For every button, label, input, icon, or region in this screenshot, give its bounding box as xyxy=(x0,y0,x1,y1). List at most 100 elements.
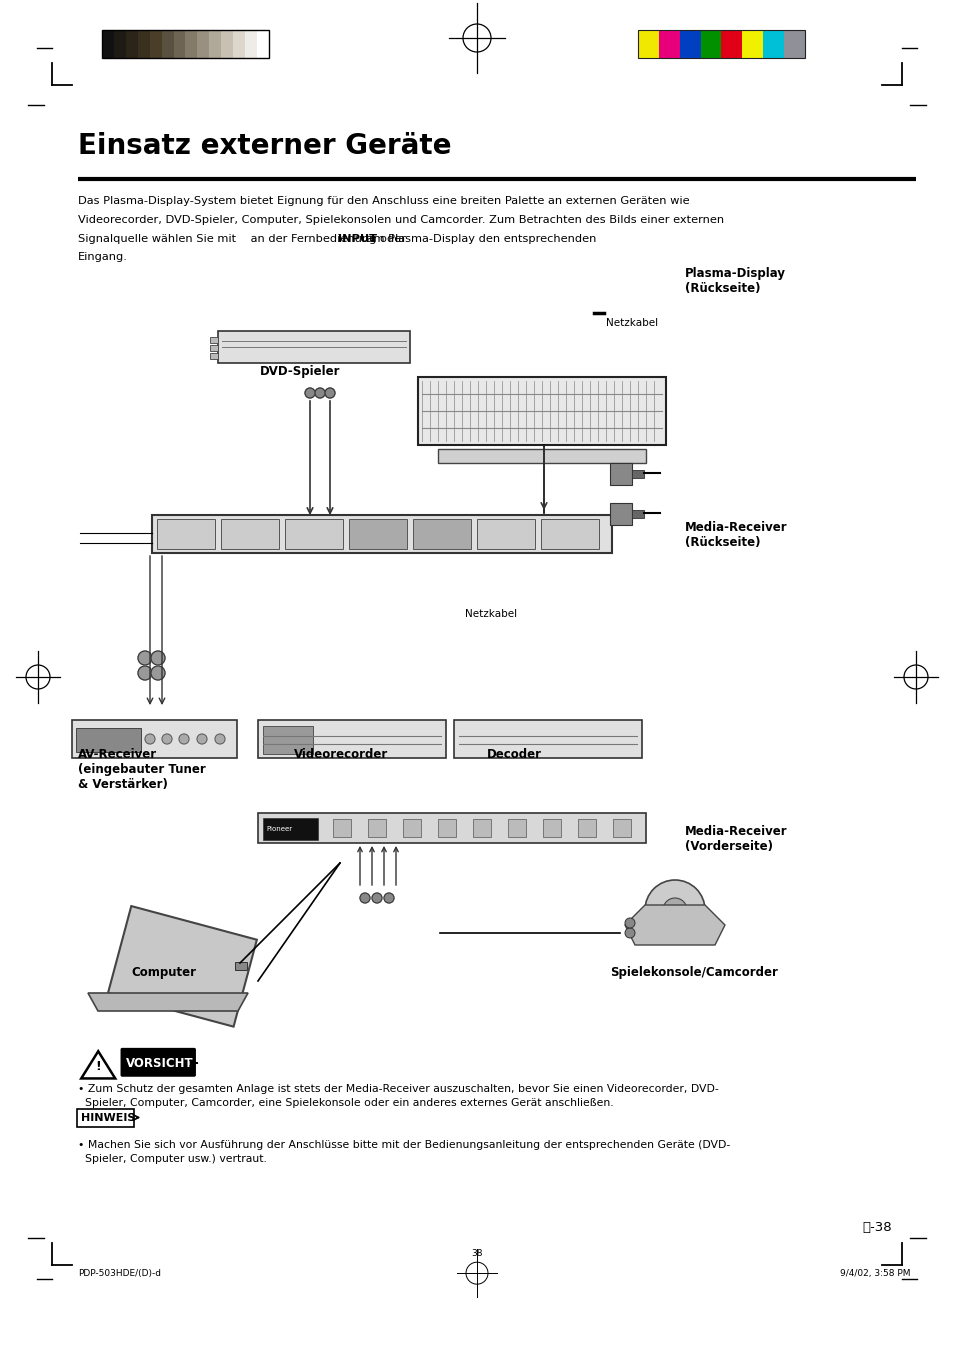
Bar xyxy=(152,515,612,553)
Text: Pioneer: Pioneer xyxy=(266,825,292,832)
Text: am Plasma-Display den entsprechenden: am Plasma-Display den entsprechenden xyxy=(362,234,596,244)
Text: Eingang.: Eingang. xyxy=(78,252,128,262)
Text: 9/4/02, 3:58 PM: 9/4/02, 3:58 PM xyxy=(839,1269,909,1277)
Bar xyxy=(402,819,420,838)
Text: 38: 38 xyxy=(471,1249,482,1258)
Text: • Zum Schutz der gesamten Anlage ist stets der Media-Receiver auszuschalten, bev: • Zum Schutz der gesamten Anlage ist ste… xyxy=(78,1084,719,1095)
Circle shape xyxy=(305,388,314,398)
Bar xyxy=(76,728,141,752)
Text: VORSICHT: VORSICHT xyxy=(126,1057,193,1070)
Text: Plasma-Display
(Rückseite): Plasma-Display (Rückseite) xyxy=(684,267,785,295)
Polygon shape xyxy=(81,1051,115,1078)
Text: AV-Receiver
(eingebauter Tuner
& Verstärker): AV-Receiver (eingebauter Tuner & Verstär… xyxy=(78,748,206,792)
Bar xyxy=(762,30,783,58)
Circle shape xyxy=(196,733,207,744)
Text: Decoder: Decoder xyxy=(486,748,541,762)
Text: !: ! xyxy=(95,1059,101,1073)
Text: Das Plasma-Display-System bietet Eignung für den Anschluss eine breiten Palette : Das Plasma-Display-System bietet Eignung… xyxy=(78,196,689,206)
Bar xyxy=(417,377,665,445)
Bar xyxy=(185,30,197,58)
Circle shape xyxy=(624,917,635,928)
Bar xyxy=(285,520,343,549)
Text: ⓓ-38: ⓓ-38 xyxy=(862,1220,892,1234)
Bar xyxy=(540,520,598,549)
FancyBboxPatch shape xyxy=(121,1049,195,1076)
Bar xyxy=(631,510,643,518)
Text: Media-Receiver
(Vorderseite): Media-Receiver (Vorderseite) xyxy=(684,825,787,854)
Text: Videorecorder, DVD-Spieler, Computer, Spielekonsolen und Camcorder. Zum Betracht: Videorecorder, DVD-Spieler, Computer, Sp… xyxy=(78,215,723,225)
Bar xyxy=(368,819,386,838)
Circle shape xyxy=(624,928,635,938)
Bar xyxy=(263,819,317,840)
Circle shape xyxy=(384,893,394,902)
Bar xyxy=(659,30,679,58)
Bar xyxy=(221,520,278,549)
Text: Netzkabel: Netzkabel xyxy=(464,609,517,618)
Bar xyxy=(613,819,630,838)
Bar xyxy=(609,463,631,484)
Bar xyxy=(210,353,218,359)
Bar xyxy=(233,30,245,58)
Bar xyxy=(157,520,214,549)
Bar xyxy=(102,30,269,58)
Bar xyxy=(507,819,525,838)
Text: Spieler, Computer usw.) vertraut.: Spieler, Computer usw.) vertraut. xyxy=(78,1154,267,1164)
Circle shape xyxy=(314,388,325,398)
Text: Videorecorder: Videorecorder xyxy=(294,748,388,762)
Text: • Machen Sie sich vor Ausführung der Anschlüsse bitte mit der Bedienungsanleitun: • Machen Sie sich vor Ausführung der Ans… xyxy=(78,1139,730,1150)
Text: Spielekonsole/Camcorder: Spielekonsole/Camcorder xyxy=(610,966,778,980)
Bar xyxy=(542,819,560,838)
Bar xyxy=(210,345,218,350)
Bar xyxy=(257,720,446,758)
Bar xyxy=(71,720,236,758)
Bar xyxy=(679,30,700,58)
Text: Netzkabel: Netzkabel xyxy=(605,318,658,327)
Bar xyxy=(210,337,218,344)
Text: Spieler, Computer, Camcorder, eine Spielekonsole oder ein anderes externes Gerät: Spieler, Computer, Camcorder, eine Spiel… xyxy=(78,1099,613,1108)
Bar xyxy=(454,720,641,758)
Bar xyxy=(437,819,456,838)
Text: Einsatz externer Geräte: Einsatz externer Geräte xyxy=(78,133,452,161)
Text: DVD-Spieler: DVD-Spieler xyxy=(259,365,339,379)
Circle shape xyxy=(151,651,165,666)
Bar xyxy=(700,30,721,58)
Circle shape xyxy=(372,893,381,902)
Bar xyxy=(413,520,471,549)
Text: Media-Receiver
(Rückseite): Media-Receiver (Rückseite) xyxy=(684,521,787,549)
Text: Computer: Computer xyxy=(132,966,196,980)
Polygon shape xyxy=(88,993,248,1011)
Bar xyxy=(349,520,407,549)
Circle shape xyxy=(359,893,370,902)
Circle shape xyxy=(214,733,225,744)
Bar xyxy=(221,30,233,58)
Bar xyxy=(578,819,596,838)
Bar xyxy=(126,30,138,58)
Circle shape xyxy=(145,733,154,744)
Bar xyxy=(218,331,410,363)
Bar xyxy=(609,503,631,525)
Bar xyxy=(263,727,313,754)
Bar xyxy=(245,30,257,58)
Bar xyxy=(108,907,256,1027)
Circle shape xyxy=(662,898,686,921)
Circle shape xyxy=(162,733,172,744)
Bar xyxy=(638,30,804,58)
Bar xyxy=(783,30,804,58)
Bar xyxy=(638,30,659,58)
Bar xyxy=(137,30,150,58)
Bar xyxy=(113,30,126,58)
Bar xyxy=(234,962,247,970)
Text: Signalquelle wählen Sie mit    an der Fernbedienung oder: Signalquelle wählen Sie mit an der Fernb… xyxy=(78,234,410,244)
Bar xyxy=(473,819,491,838)
Bar xyxy=(102,30,114,58)
Bar xyxy=(150,30,162,58)
Circle shape xyxy=(179,733,189,744)
Text: INPUT: INPUT xyxy=(337,234,376,244)
Text: HINWEIS: HINWEIS xyxy=(81,1112,135,1123)
Bar xyxy=(161,30,173,58)
Circle shape xyxy=(644,879,704,940)
Circle shape xyxy=(138,666,152,681)
Bar xyxy=(476,520,535,549)
Bar xyxy=(437,449,645,463)
Bar xyxy=(197,30,210,58)
